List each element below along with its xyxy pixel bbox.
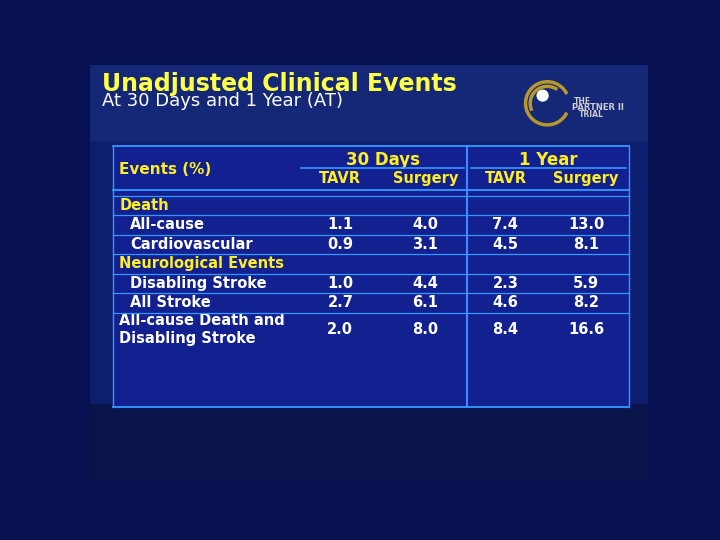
Text: All-cause Death and
Disabling Stroke: All-cause Death and Disabling Stroke (120, 313, 285, 347)
Text: 4.4: 4.4 (413, 276, 438, 291)
Text: At 30 Days and 1 Year (AT): At 30 Days and 1 Year (AT) (102, 92, 343, 110)
Text: 2.3: 2.3 (492, 276, 518, 291)
Text: 0.9: 0.9 (328, 237, 354, 252)
Text: TAVR: TAVR (320, 171, 361, 186)
Text: PARTNER II: PARTNER II (572, 103, 624, 112)
Bar (113, 146, 629, 408)
Text: 4.5: 4.5 (492, 237, 518, 252)
Text: 8.4: 8.4 (492, 322, 518, 337)
Text: 7.4: 7.4 (492, 218, 518, 232)
Text: 1 Year: 1 Year (518, 151, 577, 169)
Text: All-cause: All-cause (130, 218, 205, 232)
Text: 5.9: 5.9 (573, 276, 599, 291)
Text: 3.1: 3.1 (412, 237, 438, 252)
Text: TAVR: TAVR (485, 171, 526, 186)
Text: 16.6: 16.6 (568, 322, 604, 337)
Text: Surgery: Surgery (553, 171, 618, 186)
Text: 2.7: 2.7 (328, 295, 354, 310)
Text: 8.0: 8.0 (412, 322, 438, 337)
Text: Events (%): Events (%) (120, 162, 212, 177)
Text: 2.0: 2.0 (328, 322, 354, 337)
Bar (90, 65, 648, 142)
Text: 8.2: 8.2 (573, 295, 599, 310)
Text: 4.0: 4.0 (412, 218, 438, 232)
Text: 1.0: 1.0 (328, 276, 354, 291)
Text: THE: THE (575, 97, 592, 106)
Circle shape (537, 90, 548, 101)
Text: Cardiovascular: Cardiovascular (130, 237, 253, 252)
Text: Disabling Stroke: Disabling Stroke (130, 276, 267, 291)
Text: Death: Death (120, 198, 169, 213)
Text: All Stroke: All Stroke (130, 295, 211, 310)
Text: Unadjusted Clinical Events: Unadjusted Clinical Events (102, 72, 457, 97)
Bar (90, 142, 648, 403)
Text: 1.1: 1.1 (328, 218, 354, 232)
Text: Surgery: Surgery (392, 171, 458, 186)
Text: TRIAL: TRIAL (579, 110, 604, 119)
Text: 30 Days: 30 Days (346, 151, 420, 169)
Text: 4.6: 4.6 (492, 295, 518, 310)
Bar (90, 403, 648, 481)
Text: Neurological Events: Neurological Events (120, 256, 284, 271)
Text: 6.1: 6.1 (412, 295, 438, 310)
Text: 13.0: 13.0 (568, 218, 604, 232)
Text: 8.1: 8.1 (573, 237, 599, 252)
